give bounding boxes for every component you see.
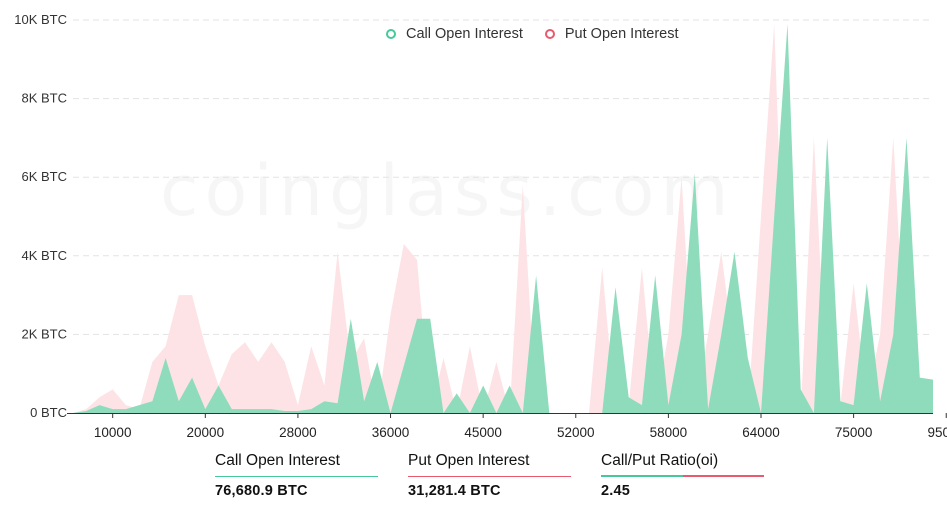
x-axis: 10000 20000 28000 36000 45000 52000 58000 64000… <box>67 413 947 440</box>
open-interest-chart: 0 BTC 2K BTC 4K BTC 6K BTC 8K BTC 10K BTC 100… <box>14 12 947 440</box>
x-tick-label: 10000 <box>94 425 132 440</box>
legend-put-label: Put Open Interest <box>564 26 679 42</box>
y-tick-label: 2K BTC <box>21 326 67 341</box>
x-tick-label: 95000 <box>927 425 947 440</box>
x-tick-label: 75000 <box>835 425 873 440</box>
ratio-stat: Call/Put Ratio(oi) 2.45 <box>601 452 764 499</box>
x-tick-label: 36000 <box>372 425 410 440</box>
legend-call-label: Call Open Interest <box>406 26 523 42</box>
x-tick-label: 45000 <box>464 425 502 440</box>
put-legend-dot-icon <box>544 29 555 39</box>
y-tick-label: 10K BTC <box>14 12 67 27</box>
x-tick-label: 52000 <box>557 425 595 440</box>
put-oi-stat: Put Open Interest 31,281.4 BTC <box>408 452 571 499</box>
series-area <box>73 23 933 414</box>
legend-item-put[interactable]: Put Open Interest <box>544 26 679 42</box>
x-tick-label: 28000 <box>279 425 317 440</box>
series-areas <box>73 23 933 414</box>
ratio-value: 2.45 <box>601 483 631 499</box>
x-tick-label: 58000 <box>650 425 688 440</box>
open-interest-summary: Call Open Interest 76,680.9 BTC Put Open… <box>215 452 764 499</box>
legend-item-call[interactable]: Call Open Interest <box>386 26 523 42</box>
x-tick-label: 20000 <box>187 425 225 440</box>
put-oi-label: Put Open Interest <box>408 452 571 477</box>
call-oi-label: Call Open Interest <box>215 452 378 477</box>
x-tick-label: 64000 <box>742 425 780 440</box>
grid-lines <box>73 19 933 335</box>
y-tick-label: 0 BTC <box>30 405 67 420</box>
y-axis: 0 BTC 2K BTC 4K BTC 6K BTC 8K BTC 10K BTC <box>14 12 67 420</box>
y-tick-label: 8K BTC <box>21 91 67 106</box>
y-tick-label: 4K BTC <box>21 248 67 263</box>
y-tick-label: 6K BTC <box>21 169 67 184</box>
ratio-label: Call/Put Ratio(oi) <box>601 452 719 469</box>
chart-legend: Call Open Interest Put Open Interest <box>386 26 679 42</box>
put-oi-value: 31,281.4 BTC <box>408 483 501 499</box>
call-legend-dot-icon <box>386 29 396 39</box>
ratio-underline <box>601 475 764 477</box>
call-oi-stat: Call Open Interest 76,680.9 BTC <box>215 452 378 499</box>
call-oi-value: 76,680.9 BTC <box>215 483 308 499</box>
